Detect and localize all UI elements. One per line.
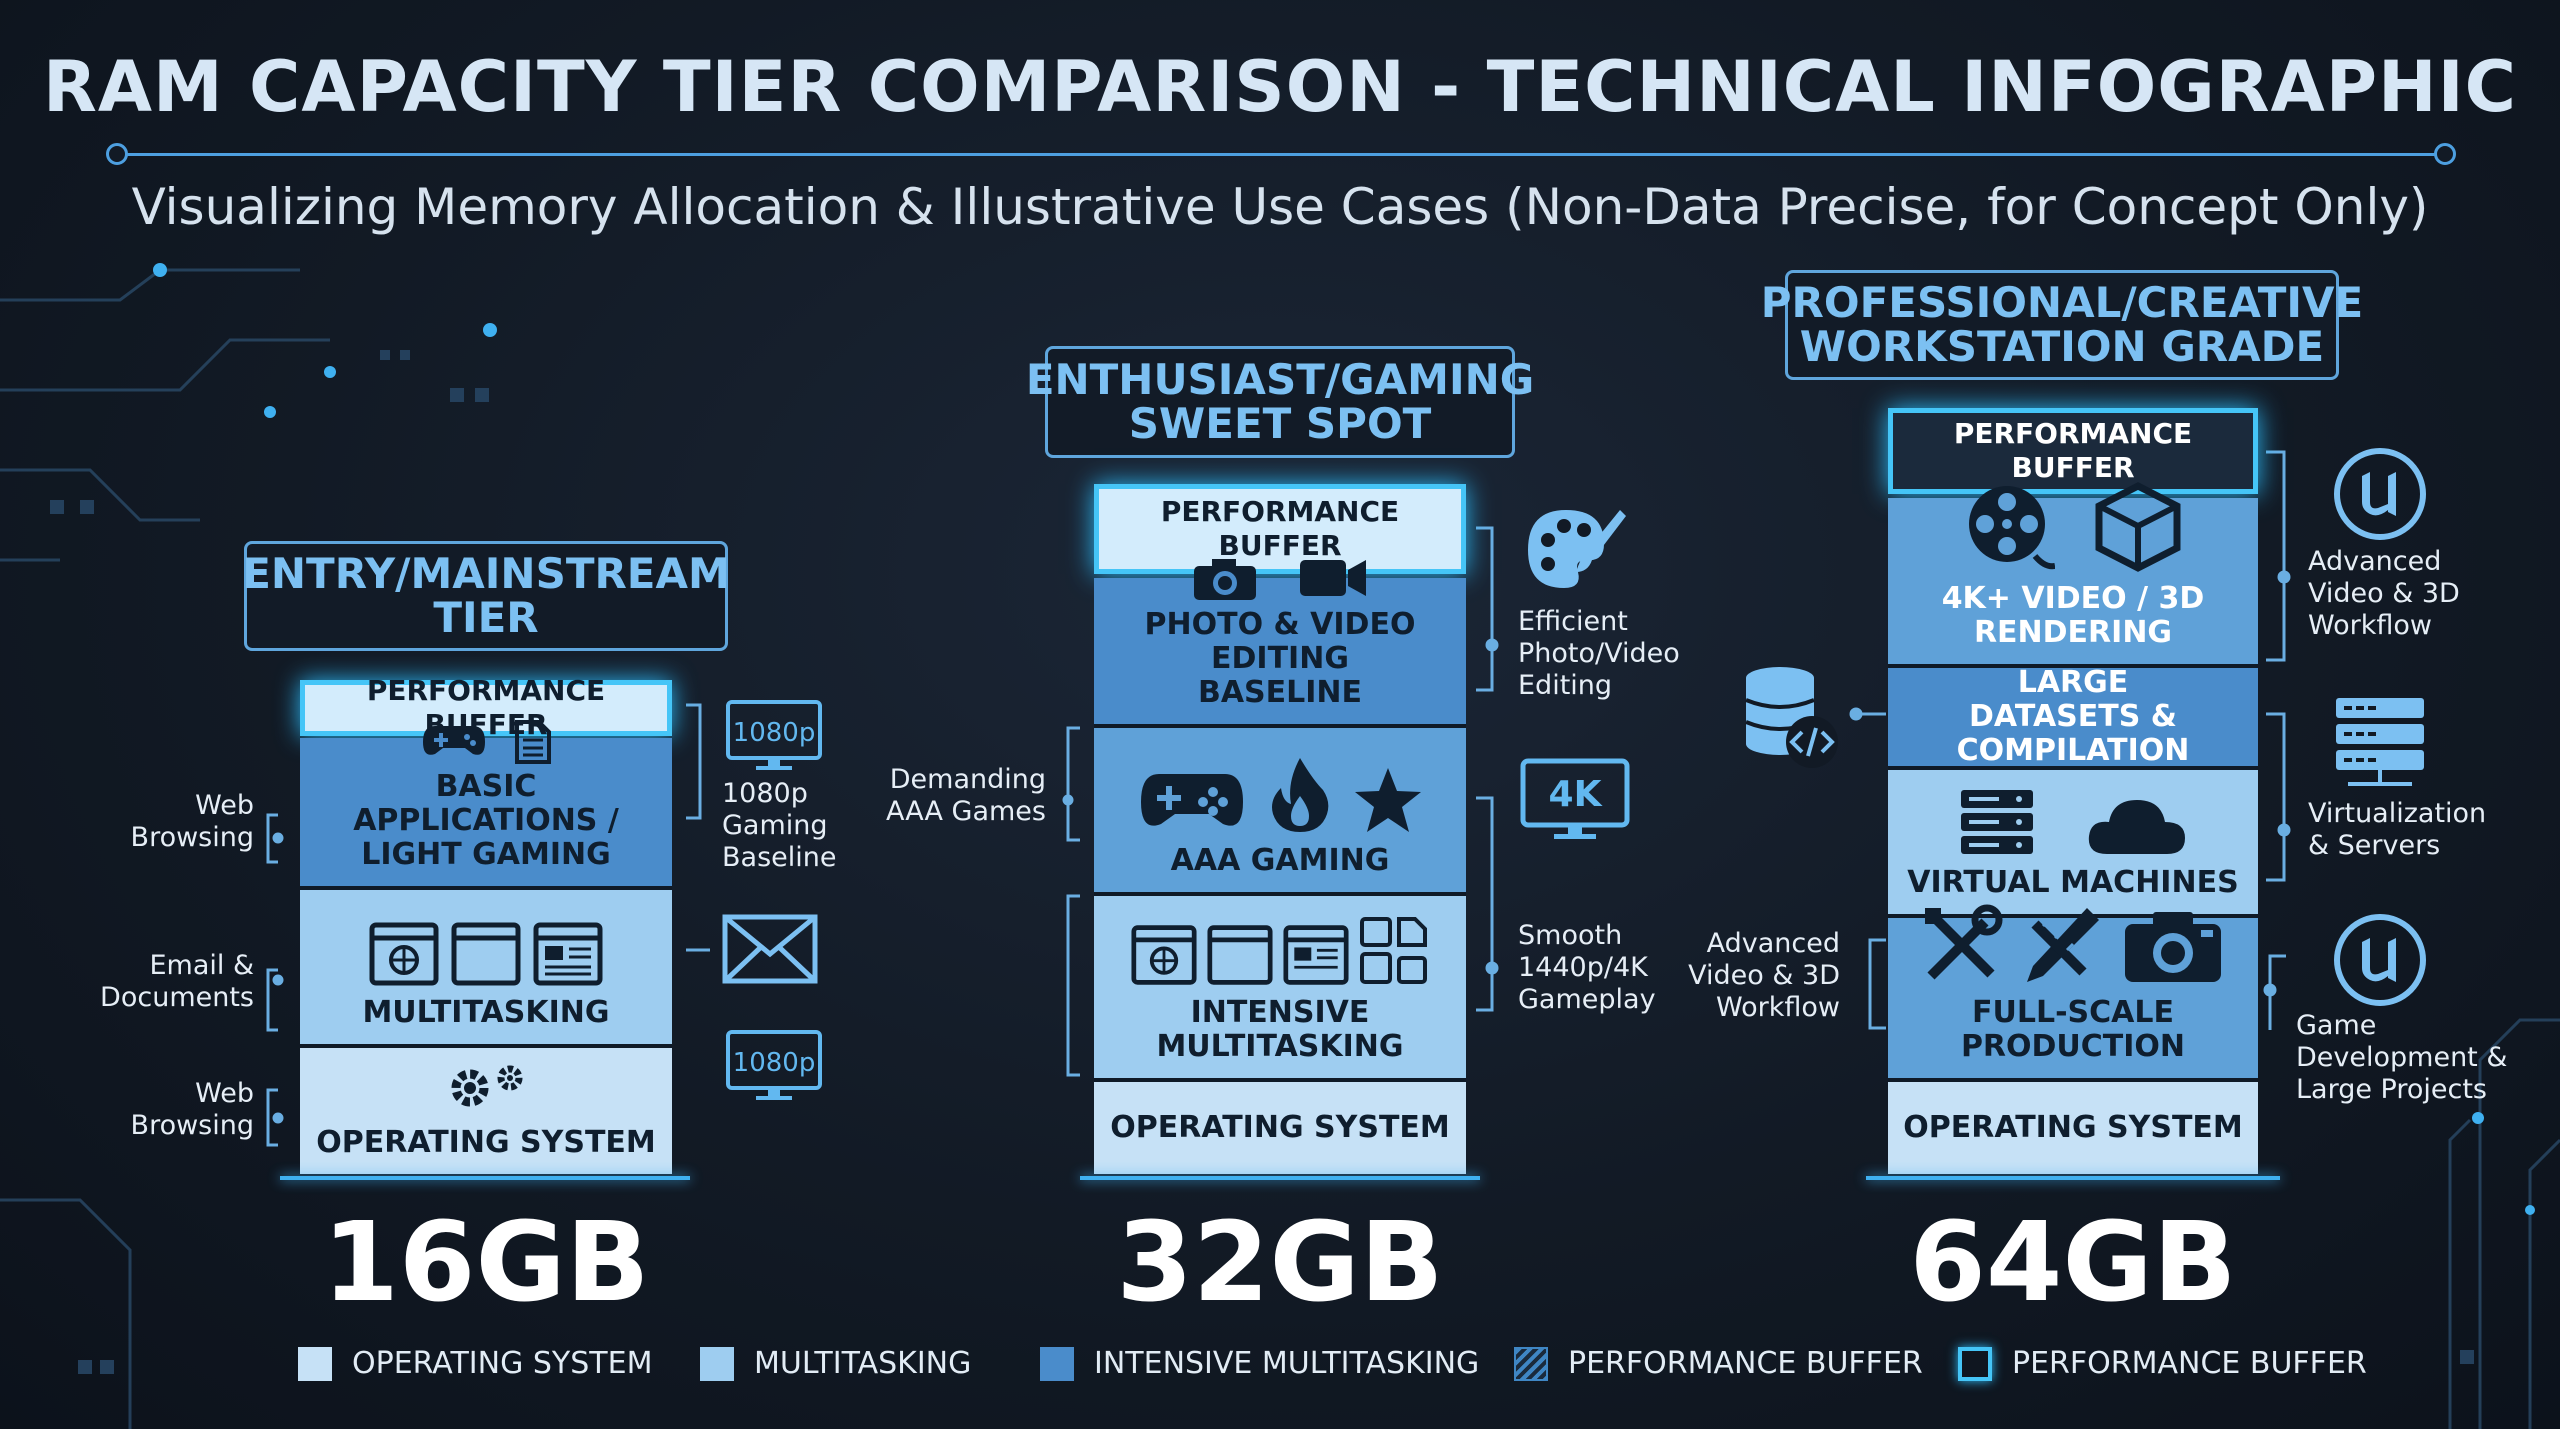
segment-full-scale-production: FULL-SCALE PRODUCTION xyxy=(1888,904,2258,1078)
segment-multitasking: MULTITASKING xyxy=(300,886,672,1044)
capacity-label-16gb: 16GB xyxy=(322,1198,650,1326)
legend-label: OPERATING SYSTEM xyxy=(352,1346,653,1381)
title-rule xyxy=(116,153,2444,156)
tier-label-32gb: ENTHUSIAST/GAMING SWEET SPOT xyxy=(1026,346,1534,458)
server-rack-icon xyxy=(2334,696,2426,792)
segment-label: LARGE DATASETS & COMPILATION xyxy=(1956,665,2190,768)
film-reel-cube-icons xyxy=(1965,482,2181,572)
gears-icon xyxy=(440,1062,532,1118)
segment-label: 4K+ VIDEO / 3D RENDERING xyxy=(1941,581,2205,650)
segment-label: MULTITASKING xyxy=(362,995,610,1030)
segment-virtual-machines: VIRTUAL MACHINES xyxy=(1888,766,2258,914)
database-code-icon xyxy=(1742,664,1842,772)
tier-baseline-32gb xyxy=(1080,1176,1480,1180)
gamepad-fire-star-icons xyxy=(1137,756,1423,834)
capacity-label-64gb: 64GB xyxy=(1909,1198,2237,1326)
legend-item-buffer-outline: PERFORMANCE BUFFER xyxy=(1958,1346,2367,1381)
camera-videocam-icons xyxy=(1192,556,1368,602)
note-advanced-video-left: Advanced Video & 3D Workflow xyxy=(1688,928,1840,1023)
note-smooth-gameplay: Smooth 1440p/4K Gameplay xyxy=(1518,920,1656,1015)
segment-photo-video-editing: PHOTO & VIDEO EDITING BASELINE xyxy=(1094,559,1466,724)
legend-label: PERFORMANCE BUFFER xyxy=(1568,1346,1923,1381)
monitor-1080p-icon: 1080p xyxy=(726,1030,822,1106)
note-virtualization-servers: Virtualization & Servers xyxy=(2308,798,2487,861)
title-rule-dot-right xyxy=(2434,143,2456,165)
envelope-icon xyxy=(722,914,818,988)
legend-item-os: OPERATING SYSTEM xyxy=(298,1346,652,1381)
legend-label: PERFORMANCE BUFFER xyxy=(2012,1346,2367,1381)
legend-swatch xyxy=(1514,1346,1548,1381)
segment-intensive-multitasking: INTENSIVE MULTITASKING xyxy=(1094,892,1466,1078)
unreal-logo-icon xyxy=(2332,446,2428,546)
segment-label: BASIC APPLICATIONS / LIGHT GAMING xyxy=(353,769,619,872)
monitor-1080p-icon: 1080p xyxy=(726,700,822,776)
badge-4k: 4K xyxy=(1549,774,1603,815)
page-subtitle: Visualizing Memory Allocation & Illustra… xyxy=(131,178,2429,236)
unreal-logo-icon xyxy=(2332,912,2428,1012)
segment-label: PHOTO & VIDEO EDITING BASELINE xyxy=(1144,607,1416,710)
segment-label: FULL-SCALE PRODUCTION xyxy=(1960,995,2186,1064)
badge-1080p-bottom: 1080p xyxy=(733,1048,816,1078)
segment-large-datasets: LARGE DATASETS & COMPILATION xyxy=(1888,664,2258,768)
tier-label-16gb: ENTRY/MAINSTREAM TIER xyxy=(242,541,730,651)
capacity-label-32gb: 32GB xyxy=(1116,1198,1444,1326)
legend-swatch xyxy=(1958,1346,1992,1381)
windows-icon xyxy=(1131,916,1429,986)
page-title: RAM CAPACITY TIER COMPARISON - TECHNICAL… xyxy=(42,46,2518,128)
segment-label: VIRTUAL MACHINES xyxy=(1907,865,2239,900)
note-web-browsing-top: Web Browsing xyxy=(130,790,254,853)
legend-item-intensive: INTENSIVE MULTITASKING xyxy=(1040,1346,1479,1381)
segment-label: AAA GAMING xyxy=(1170,843,1390,878)
segment-performance-buffer: PERFORMANCE BUFFER xyxy=(1888,408,2258,494)
segment-performance-buffer: PERFORMANCE BUFFER xyxy=(300,674,672,741)
legend-item-buffer-hatched: PERFORMANCE BUFFER xyxy=(1514,1346,1923,1381)
note-game-development: Game Development & Large Projects xyxy=(2296,1010,2508,1105)
segment-label: INTENSIVE MULTITASKING xyxy=(1156,995,1404,1064)
legend-item-multitasking: MULTITASKING xyxy=(700,1346,971,1381)
segment-basic-applications: BASIC APPLICATIONS / LIGHT GAMING xyxy=(300,720,672,886)
note-advanced-video-right: Advanced Video & 3D Workflow xyxy=(2308,546,2460,641)
note-1080p-gaming: 1080p Gaming Baseline xyxy=(722,778,837,873)
title-rule-dot-left xyxy=(106,143,128,165)
note-demanding-aaa-games: Demanding AAA Games xyxy=(886,764,1046,827)
segment-operating-system: OPERATING SYSTEM xyxy=(300,1044,672,1174)
legend-swatch xyxy=(1040,1346,1074,1381)
server-cloud-icons xyxy=(1959,788,2187,856)
segment-aaa-gaming: AAA GAMING xyxy=(1094,724,1466,892)
segment-operating-system: OPERATING SYSTEM xyxy=(1888,1078,2258,1174)
monitor-4k-icon: 4K xyxy=(1520,758,1630,848)
segment-operating-system: OPERATING SYSTEM xyxy=(1094,1078,1466,1174)
tier-label-64gb: PROFESSIONAL/CREATIVE WORKSTATION GRADE xyxy=(1761,270,2363,380)
legend-label: MULTITASKING xyxy=(754,1346,972,1381)
badge-1080p-top: 1080p xyxy=(733,718,816,748)
segment-performance-buffer: PERFORMANCE BUFFER xyxy=(1094,484,1466,574)
tools-camera-icons xyxy=(1921,904,2225,986)
legend-swatch xyxy=(298,1346,332,1381)
segment-4k-video-3d: 4K+ VIDEO / 3D RENDERING xyxy=(1888,482,2258,664)
segment-label: OPERATING SYSTEM xyxy=(316,1125,656,1160)
tier-baseline-64gb xyxy=(1866,1176,2280,1180)
note-efficient-editing: Efficient Photo/Video Editing xyxy=(1518,606,1680,701)
gamepad-document-icons xyxy=(421,720,551,764)
tier-baseline-16gb xyxy=(280,1176,690,1180)
legend-swatch xyxy=(700,1346,734,1381)
legend-label: INTENSIVE MULTITASKING xyxy=(1094,1346,1480,1381)
note-web-browsing-bottom: Web Browsing xyxy=(130,1078,254,1141)
windows-icon xyxy=(369,922,603,986)
palette-brush-icon xyxy=(1524,506,1628,596)
note-email-documents: Email & Documents xyxy=(100,950,254,1013)
